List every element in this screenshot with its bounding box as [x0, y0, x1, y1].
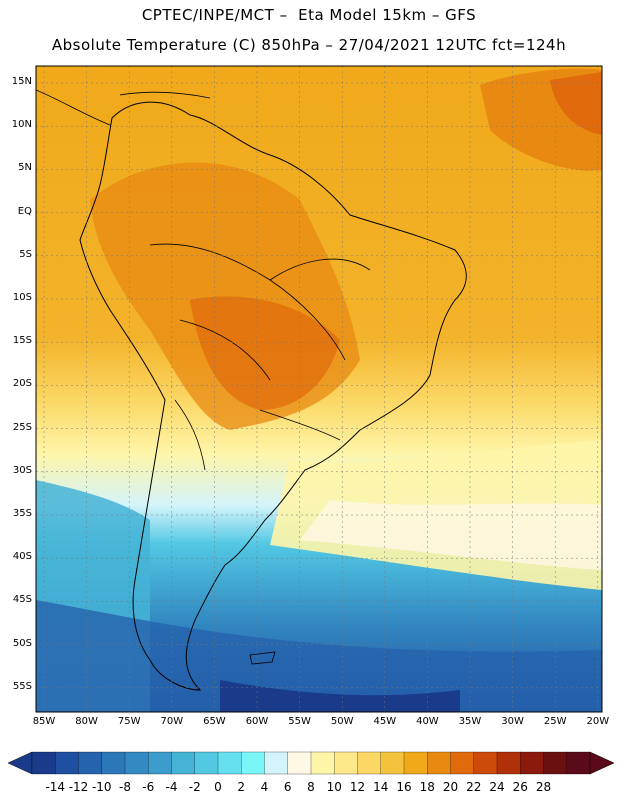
colorbar-tick-label: -2	[188, 780, 201, 794]
colorbar-tick-label: -14	[45, 780, 66, 794]
colorbar-swatch	[520, 751, 545, 775]
colorbar-swatch	[78, 751, 103, 775]
colorbar-tick-label: 14	[373, 780, 389, 794]
colorbar-tick-label: -4	[165, 780, 178, 794]
colorbar-tick-label: 12	[349, 780, 366, 794]
colorbar-swatch	[171, 751, 196, 775]
colorbar-tick-label: 16	[396, 780, 412, 794]
colorbar-swatch	[357, 751, 382, 775]
colorbar-tick-label: 24	[489, 780, 505, 794]
latitude-label: 55S	[12, 680, 32, 692]
field-land-hot	[190, 296, 340, 410]
latitude-label: 10N	[11, 119, 32, 131]
colorbar-swatch	[194, 751, 219, 775]
south-america-coastline	[79, 101, 467, 691]
colorbar-tick-label: 22	[466, 780, 482, 794]
colorbar-tick-label: 4	[260, 780, 269, 794]
latitude-label: 25S	[12, 421, 32, 433]
field-deepest-cold	[220, 680, 460, 712]
colorbar-tick-label: -10	[91, 780, 112, 794]
colorbar-swatch	[148, 751, 173, 775]
colorbar-tick-label: 6	[283, 780, 292, 794]
colorbar-tick-label: -12	[68, 780, 89, 794]
plot-frame	[35, 65, 603, 713]
colorbar-tick-label: 28	[535, 780, 552, 794]
colorbar-swatch	[380, 751, 405, 775]
central-america-outline	[36, 89, 211, 126]
country-borders	[149, 243, 371, 471]
longitude-label: 55W	[288, 716, 311, 727]
colorbar-swatch	[124, 751, 149, 775]
colorbar-swatch	[543, 751, 568, 775]
longitude-label: 70W	[160, 716, 184, 727]
longitude-label: 85W	[32, 716, 56, 727]
colorbar-swatch	[496, 751, 521, 775]
latitude-label: 15S	[12, 335, 32, 347]
longitude-label: 20W	[586, 716, 610, 727]
longitude-label: 65W	[203, 716, 226, 727]
colorbar-swatch	[31, 751, 56, 775]
latitude-label: 20S	[12, 378, 32, 390]
falklands-outline	[249, 651, 276, 665]
colorbar-swatch	[473, 751, 498, 775]
latitude-label: 35S	[12, 508, 32, 519]
field-deep-cold	[36, 600, 602, 712]
field-atlantic-light	[300, 500, 602, 570]
latitude-label: 10S	[12, 292, 32, 303]
colorbar-swatch	[427, 751, 452, 775]
colorbar-swatch	[55, 751, 80, 775]
colorbar-swatch	[217, 751, 242, 775]
colorbar-swatch	[566, 751, 591, 775]
colorbar-swatch	[241, 751, 266, 775]
colorbar-tick-label: -6	[142, 780, 155, 794]
longitude-label: 40W	[416, 716, 439, 727]
colorbar-swatch	[287, 751, 312, 775]
colorbar-right-arrow	[589, 751, 615, 775]
colorbar-tick-label: 0	[214, 780, 222, 794]
longitude-label: 75W	[117, 716, 141, 727]
latitude-label: 5S	[19, 248, 32, 260]
colorbar	[7, 751, 615, 775]
colorbar-tick-label: 10	[326, 780, 342, 794]
field-ne-hotter	[550, 72, 602, 135]
colorbar-tick-label: 20	[442, 780, 459, 794]
map-title-line2: Absolute Temperature (C) 850hPa – 27/04/…	[51, 36, 567, 54]
latitude-label: 30S	[12, 464, 32, 476]
latitude-label: 45S	[12, 594, 32, 606]
latitude-label: 5N	[18, 162, 32, 174]
longitude-label: 80W	[75, 716, 98, 727]
longitude-label: 35W	[458, 716, 482, 727]
latitude-label: 50S	[12, 637, 32, 649]
graticule	[36, 66, 602, 712]
longitude-label: 30W	[501, 716, 524, 727]
colorbar-left-arrow	[7, 751, 33, 775]
colorbar-tick-label: 2	[237, 780, 246, 794]
colorbar-tick-label: -8	[119, 780, 131, 794]
latitude-label: EQ	[17, 205, 32, 217]
colorbar-tick-label: 8	[307, 780, 315, 794]
colorbar-swatch	[264, 751, 289, 775]
map-title-line1: CPTEC/INPE/MCT – Eta Model 15km – GFS	[141, 6, 477, 24]
colorbar-swatch	[403, 751, 428, 775]
colorbar-tick-label: 26	[512, 780, 528, 794]
colorbar-swatch	[334, 751, 359, 775]
longitude-label: 45W	[373, 716, 397, 727]
colorbar-tick-label: 18	[419, 780, 435, 794]
longitude-label: 50W	[330, 716, 354, 727]
latitude-label: 40S	[12, 551, 32, 563]
colorbar-swatch	[310, 751, 335, 775]
colorbar-swatch	[101, 751, 126, 775]
longitude-label: 60W	[245, 716, 269, 727]
colorbar-swatch	[450, 751, 475, 775]
latitude-label: 15N	[11, 76, 32, 87]
longitude-label: 25W	[543, 716, 567, 727]
